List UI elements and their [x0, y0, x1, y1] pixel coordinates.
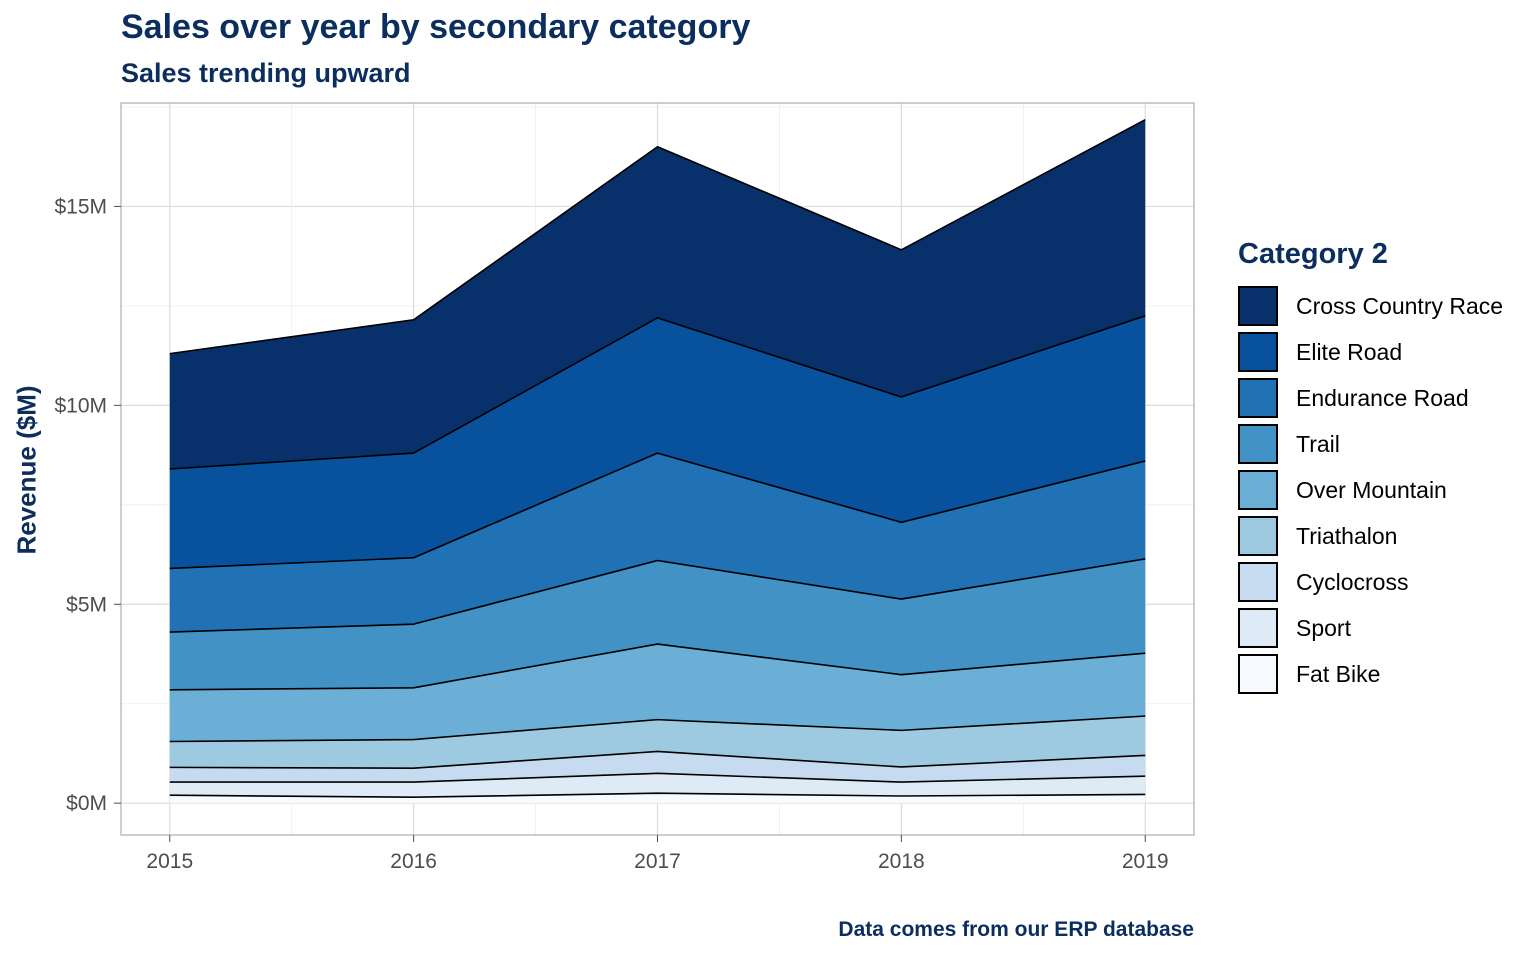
legend-item-fat-bike: Fat Bike	[1238, 651, 1503, 697]
legend-swatch	[1238, 516, 1278, 556]
legend-label: Cyclocross	[1296, 568, 1409, 595]
y-tick-label: $5M	[66, 593, 107, 616]
area-fat-bike	[169, 793, 1146, 804]
series-line-over-mountain	[169, 643, 1146, 691]
legend-swatch	[1238, 378, 1278, 418]
legend-item-sport: Sport	[1238, 605, 1503, 651]
area-layer	[169, 119, 1146, 804]
x-tick-label: 2015	[146, 850, 193, 873]
chart-title: Sales over year by secondary category	[121, 8, 751, 46]
area-elite-road	[169, 315, 1146, 569]
legend-swatch	[1238, 424, 1278, 464]
x-tick-label: 2018	[878, 850, 925, 873]
y-tick-label: $0M	[66, 792, 107, 815]
legend-label: Elite Road	[1296, 338, 1403, 365]
series-line-triathalon	[169, 715, 1146, 743]
chart-subtitle: Sales trending upward	[121, 58, 411, 88]
legend-label: Over Mountain	[1296, 476, 1447, 503]
series-line-elite-road	[169, 315, 1146, 470]
legend-label: Trail	[1296, 430, 1340, 457]
y-tick-label: $10M	[54, 394, 107, 417]
y-tick-label: $15M	[54, 195, 107, 218]
legend-label: Sport	[1296, 614, 1351, 641]
area-cross-country-race	[169, 119, 1146, 470]
legend-swatch	[1238, 286, 1278, 326]
series-line-sport	[169, 772, 1146, 783]
area-over-mountain	[169, 644, 1146, 742]
area-cyclocross	[169, 751, 1146, 783]
legend-item-trail: Trail	[1238, 421, 1503, 467]
legend-swatch	[1238, 562, 1278, 602]
legend-swatch	[1238, 470, 1278, 510]
legend-items: Cross Country Race Elite Road Endurance Ro…	[1238, 283, 1503, 697]
legend-label: Triathalon	[1296, 522, 1398, 549]
legend-swatch	[1238, 332, 1278, 372]
legend-item-endurance-road: Endurance Road	[1238, 375, 1503, 421]
legend-label: Endurance Road	[1296, 384, 1469, 411]
legend-swatch	[1238, 608, 1278, 648]
legend: Category 2 Cross Country Race Elite Road E…	[1238, 238, 1503, 697]
area-sport	[169, 773, 1146, 798]
tick-layer: $0M $5M $10M $15M 2015 2016 2017 2018 2019	[54, 195, 1168, 873]
series-line-fat-bike	[169, 792, 1146, 799]
area-endurance-road	[169, 453, 1146, 633]
chart-caption: Data comes from our ERP database	[838, 918, 1194, 941]
x-tick-label: 2017	[634, 850, 681, 873]
area-trail	[169, 558, 1146, 690]
legend-title: Category 2	[1238, 238, 1388, 270]
series-line-cyclocross	[169, 750, 1146, 769]
area-triathalon	[169, 716, 1146, 769]
legend-item-elite-road: Elite Road	[1238, 329, 1503, 375]
legend-item-cross-country-race: Cross Country Race	[1238, 283, 1503, 329]
legend-swatch	[1238, 654, 1278, 694]
series-line-cross-country-race	[169, 119, 1146, 355]
legend-label: Cross Country Race	[1296, 292, 1504, 319]
series-line-endurance-road	[169, 452, 1146, 570]
legend-item-cyclocross: Cyclocross	[1238, 559, 1503, 605]
legend-label: Fat Bike	[1296, 660, 1381, 687]
legend-item-triathalon: Triathalon	[1238, 513, 1503, 559]
series-line-trail	[169, 558, 1146, 633]
x-tick-label: 2019	[1122, 850, 1169, 873]
x-tick-label: 2016	[390, 850, 437, 873]
legend-item-over-mountain: Over Mountain	[1238, 467, 1503, 513]
